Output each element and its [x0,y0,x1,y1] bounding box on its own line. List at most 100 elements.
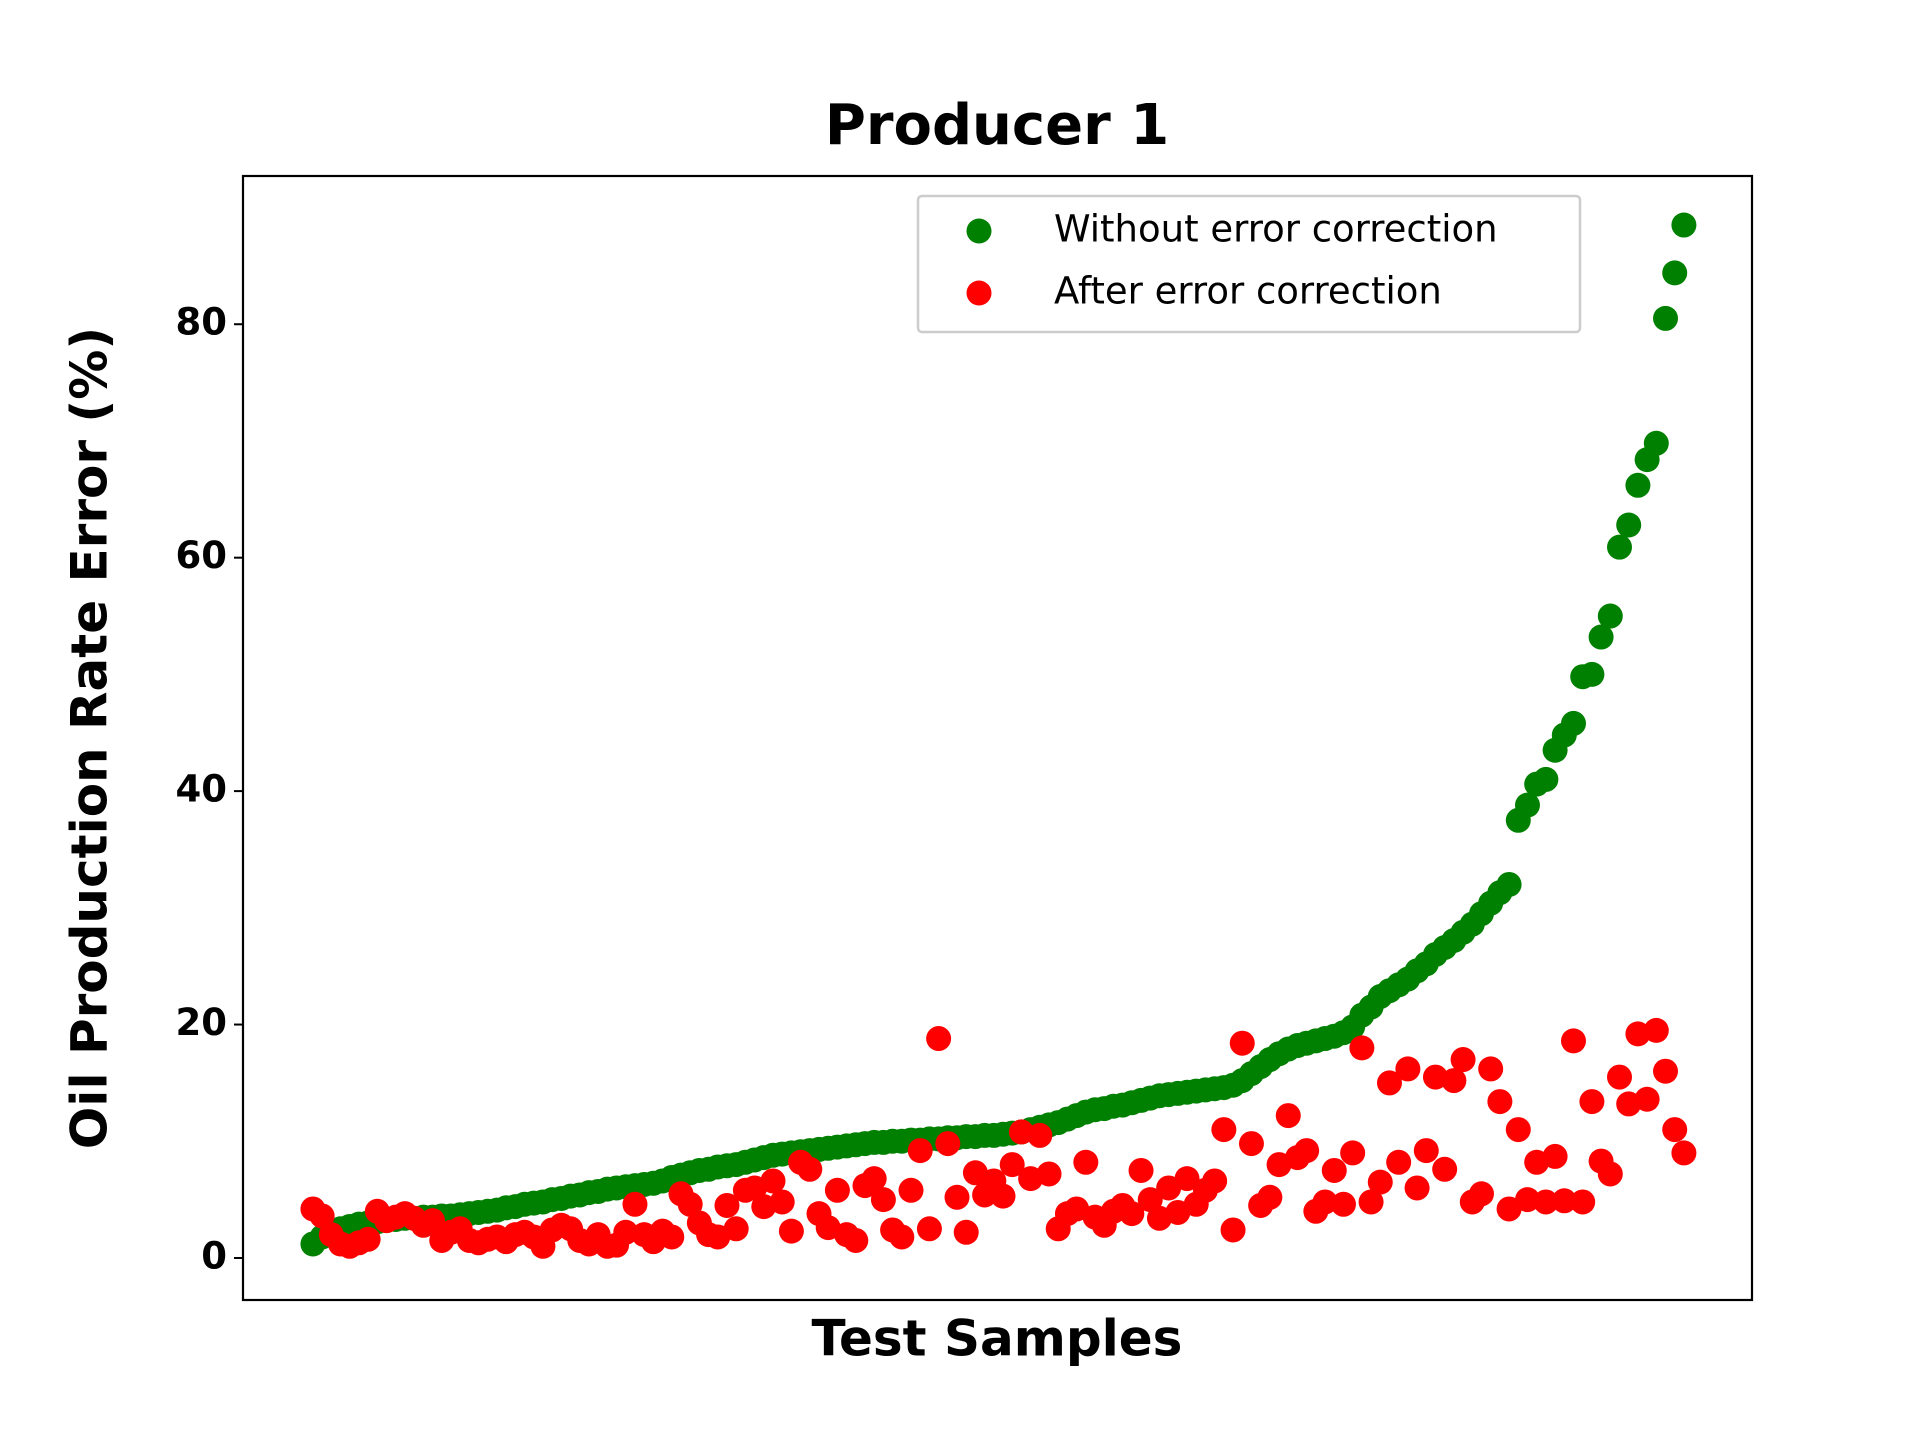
point [1128,1157,1154,1183]
point [1560,1028,1586,1054]
point [935,1131,961,1157]
point [420,1208,446,1234]
point [760,1168,786,1194]
legend-label: Without error correction [1054,208,1498,251]
point [1349,1035,1375,1061]
y-tick-label: 20 [176,1001,228,1044]
point [1643,1017,1669,1043]
point [1257,1184,1283,1210]
point [999,1152,1025,1178]
point [1496,871,1522,897]
y-tick-label: 40 [176,768,228,811]
point [797,1156,823,1182]
point [1505,1117,1531,1143]
point [898,1177,924,1203]
point [769,1189,795,1215]
point [1395,1056,1421,1082]
point [355,1226,381,1252]
chart-title: Producer 1 [825,93,1169,158]
point [1496,1196,1522,1222]
point [309,1203,335,1229]
point [1671,1140,1697,1166]
point [1027,1122,1053,1148]
point [1597,603,1623,629]
point [1294,1138,1320,1164]
point [1560,710,1586,736]
x-axis-label: Test Samples [812,1310,1183,1368]
point [1156,1175,1182,1201]
point [1653,305,1679,331]
point [1119,1201,1145,1227]
point [843,1227,869,1253]
point [1468,1181,1494,1207]
point [1542,1143,1568,1169]
point [1450,1047,1476,1073]
point [1597,1161,1623,1187]
point [1643,430,1669,456]
legend-label: After error correction [1054,270,1442,313]
point [1634,1086,1660,1112]
point [1662,1117,1688,1143]
y-axis-label: Oil Production Rate Error (%) [61,327,119,1149]
point [1533,1189,1559,1215]
y-tick-label: 80 [176,301,228,344]
point [622,1191,648,1217]
legend-box [916,194,1582,334]
point [1432,1156,1458,1182]
point [916,1216,942,1242]
point [1607,534,1633,560]
point [1413,1138,1439,1164]
point [1441,1068,1467,1094]
point [1238,1131,1264,1157]
point [677,1191,703,1217]
point [1514,1187,1540,1213]
point [1358,1189,1384,1215]
point [1330,1191,1356,1217]
point [1616,512,1642,538]
point [1073,1149,1099,1175]
point [1312,1189,1338,1215]
point [953,1219,979,1245]
point [1404,1175,1430,1201]
point [1275,1103,1301,1129]
point [1570,1189,1596,1215]
point [714,1192,740,1218]
point [861,1166,887,1192]
point [889,1224,915,1250]
point [778,1218,804,1244]
legend-marker [966,280,992,306]
point [1487,1089,1513,1115]
point [870,1187,896,1213]
y-tick-label: 0 [201,1234,227,1277]
point [1671,212,1697,238]
point [1551,1188,1577,1214]
point [1533,766,1559,792]
point [990,1183,1016,1209]
series [300,1017,1697,1259]
point [926,1026,952,1052]
point [1607,1064,1633,1090]
point [723,1216,749,1242]
point [1036,1161,1062,1187]
plot-frame [241,174,1754,1302]
point [1514,792,1540,818]
point [1367,1169,1393,1195]
point [1340,1140,1366,1166]
point [907,1138,933,1164]
point [1211,1117,1237,1143]
point [1386,1149,1412,1175]
y-tick-label: 60 [176,534,228,577]
point [1653,1058,1679,1084]
series [300,212,1697,1257]
point [613,1219,639,1245]
point [944,1184,970,1210]
point [1662,260,1688,286]
point [824,1177,850,1203]
point [1579,661,1605,687]
point [1229,1030,1255,1056]
point [1376,1070,1402,1096]
point [1579,1089,1605,1115]
point [1625,472,1651,498]
point [1220,1217,1246,1243]
